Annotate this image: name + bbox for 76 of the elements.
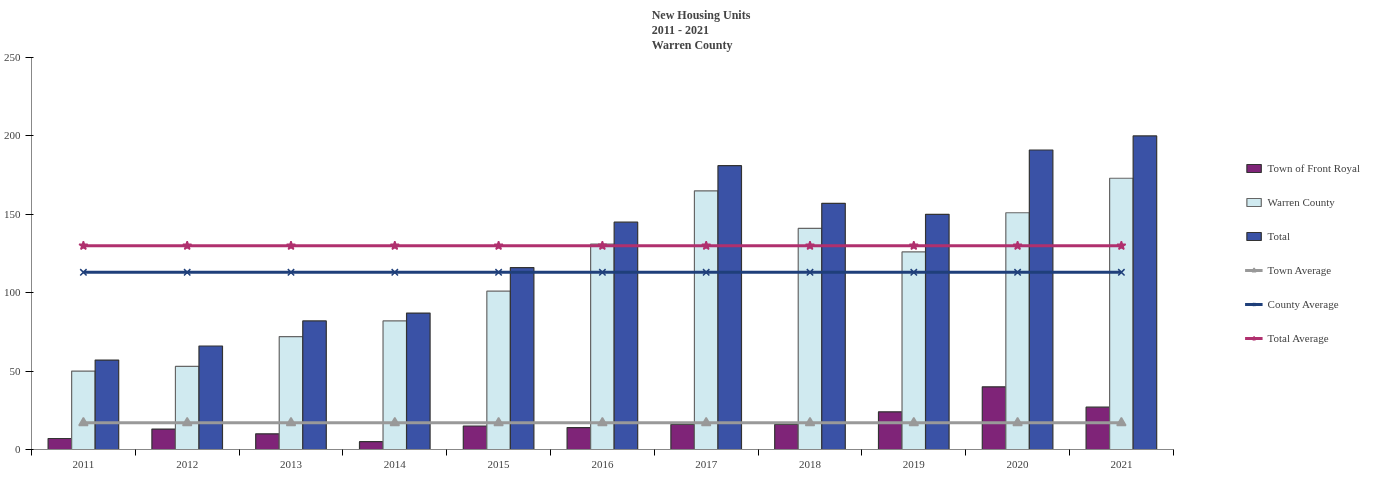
- point: [908, 416, 920, 427]
- x-tick-label: 2011: [72, 457, 95, 470]
- point: [390, 268, 399, 277]
- y-tick-label: 100: [4, 286, 21, 299]
- x-tick-label: 2016: [591, 457, 614, 470]
- y-tick-label: 150: [4, 207, 21, 220]
- point: [493, 416, 504, 427]
- bar: [71, 370, 96, 450]
- legend-label: County Average: [1267, 298, 1339, 310]
- bar: [1132, 135, 1158, 450]
- bar: [94, 359, 120, 450]
- point: [908, 240, 919, 251]
- y-tick-label: 0: [15, 443, 21, 455]
- bar: [613, 221, 639, 450]
- x-tick-label: 2015: [487, 457, 511, 470]
- bar: [717, 165, 743, 450]
- legend-label: Town of Front Royal: [1267, 162, 1360, 174]
- bar: [821, 202, 846, 450]
- point: [1117, 268, 1126, 277]
- bar: [924, 213, 950, 450]
- bar: [462, 425, 488, 450]
- bar: [693, 190, 719, 450]
- bar: [302, 320, 327, 450]
- bar: [566, 426, 592, 450]
- bar: [151, 428, 177, 450]
- point: [285, 416, 297, 427]
- y-tick-label: 200: [4, 129, 21, 142]
- bar: [509, 267, 535, 450]
- bar: [1028, 149, 1054, 450]
- point: [1116, 416, 1127, 427]
- bar: [1005, 212, 1030, 450]
- bar: [198, 345, 224, 450]
- bar: [255, 433, 280, 450]
- x-tick-label: 2012: [176, 457, 199, 470]
- point: [285, 240, 297, 251]
- x-tick-label: 2018: [798, 457, 822, 470]
- bar: [797, 227, 823, 450]
- bar: [670, 423, 696, 450]
- bar: [174, 365, 200, 450]
- legend-label: Warren County: [1267, 196, 1335, 208]
- y-tick-label: 250: [4, 51, 21, 63]
- bar: [47, 437, 73, 450]
- point: [389, 416, 401, 427]
- bar: [278, 336, 304, 450]
- point: [1012, 416, 1023, 427]
- point: [287, 268, 295, 277]
- point: [181, 416, 193, 427]
- x-tick-label: 2019: [902, 457, 926, 470]
- point: [183, 268, 192, 277]
- bar: [1109, 177, 1134, 450]
- point: [701, 240, 712, 251]
- bar: [774, 423, 799, 450]
- bar: [590, 243, 615, 450]
- point: [804, 240, 816, 251]
- x-tick-label: 2014: [383, 457, 407, 470]
- y-tick-label: 50: [9, 364, 21, 377]
- x-tick-label: 2021: [1110, 457, 1133, 470]
- point: [804, 416, 816, 427]
- legend-label: Total: [1267, 230, 1291, 242]
- x-tick-label: 2020: [1006, 457, 1030, 470]
- point: [597, 416, 608, 427]
- bar: [405, 312, 431, 450]
- legend-label: Total Average: [1267, 332, 1329, 344]
- bar: [382, 320, 408, 450]
- point: [79, 268, 88, 277]
- x-tick-label: 2017: [695, 457, 718, 470]
- legend-label: Town Average: [1267, 264, 1332, 276]
- point: [389, 240, 400, 251]
- point: [182, 240, 193, 251]
- bar: [486, 290, 511, 450]
- point: [700, 416, 712, 427]
- point: [494, 268, 503, 277]
- bar: [901, 251, 927, 450]
- x-tick-label: 2013: [280, 457, 303, 470]
- chart-title: New Housing Units 2011 - 2021 Warren County: [651, 7, 751, 53]
- point: [78, 416, 89, 427]
